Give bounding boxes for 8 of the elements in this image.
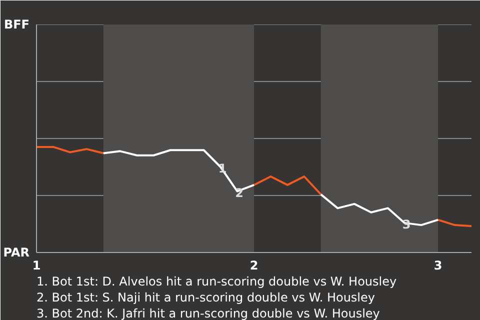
text: 3. Bot 2nd: K. Jafri hit a run-scoring double vs W. Housley	[36, 306, 380, 320]
text: 2. Bot 1st: S. Naji hit a run-scoring double vs W. Housley	[36, 290, 376, 304]
x-tick-label: 1	[32, 258, 41, 272]
text: PAR	[3, 246, 30, 260]
x-tick-label: 2	[250, 258, 258, 272]
x-tick-label: 3	[434, 258, 442, 272]
text: 1. Bot 1st: D. Alvelos hit a run-scoring double vs W. Housley	[36, 274, 397, 288]
text: BFF	[4, 18, 30, 32]
